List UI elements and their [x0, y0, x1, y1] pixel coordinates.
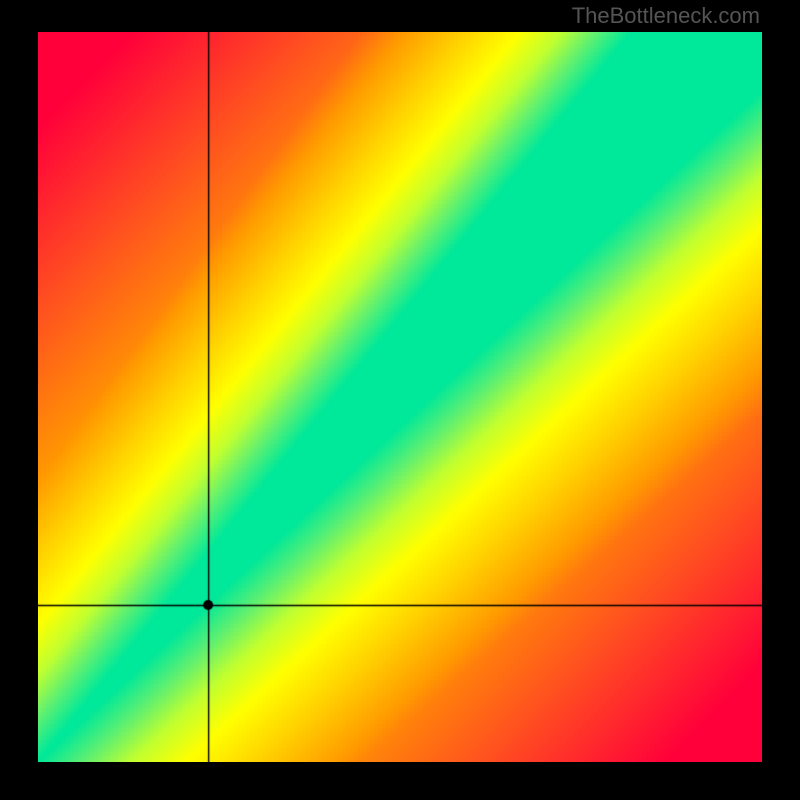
heatmap-canvas: [38, 32, 762, 762]
chart-container: TheBottleneck.com: [0, 0, 800, 800]
watermark-text: TheBottleneck.com: [572, 3, 760, 29]
heatmap-plot: [38, 32, 762, 762]
